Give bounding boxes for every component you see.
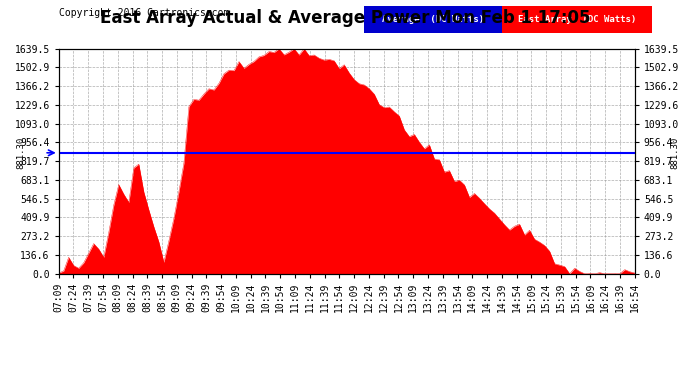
Text: Average  (DC Watts): Average (DC Watts) [382, 15, 484, 24]
Text: 881.30: 881.30 [17, 136, 26, 169]
Text: 881.30: 881.30 [671, 136, 680, 169]
FancyBboxPatch shape [502, 6, 652, 33]
Text: East Array  (DC Watts): East Array (DC Watts) [518, 15, 636, 24]
FancyBboxPatch shape [364, 6, 502, 33]
Text: Copyright 2016 Cartronics.com: Copyright 2016 Cartronics.com [59, 8, 229, 18]
Text: East Array Actual & Average Power Mon Feb 1 17:05: East Array Actual & Average Power Mon Fe… [100, 9, 590, 27]
